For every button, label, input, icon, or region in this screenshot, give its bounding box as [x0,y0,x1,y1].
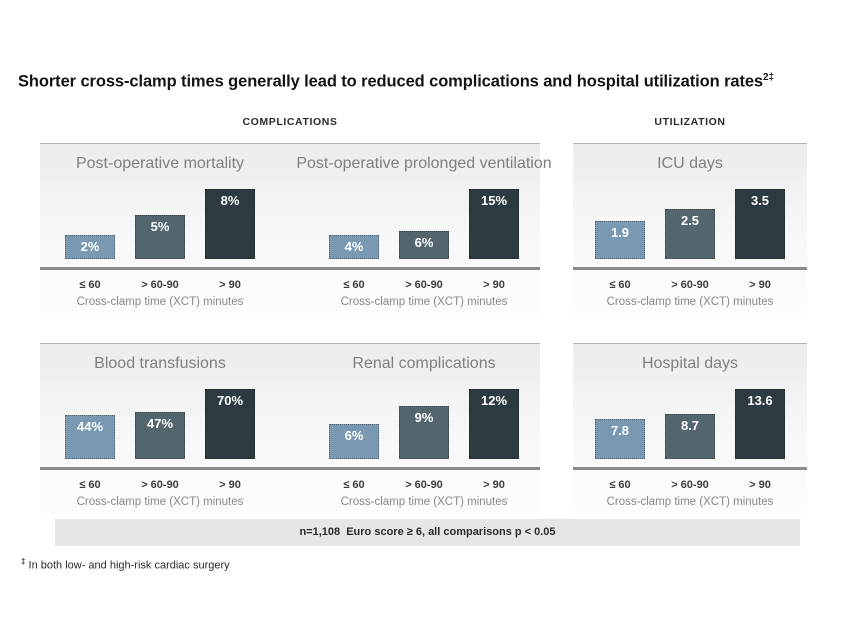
bar: 9% [399,406,449,459]
chart-title: Hospital days [641,355,739,372]
bar: 6% [399,231,449,259]
bar: 6% [329,424,379,459]
section-header-utilization: UTILIZATION [654,116,726,128]
chart-post-operative-mortality: Post-operative mortality 2% 5% 8% Cross-cl… [65,144,255,320]
tick-label: ≤ 60 [609,479,631,491]
bar: 4% [329,235,379,259]
page-title: Shorter cross-clamp times generally lead… [18,72,843,92]
panel-complications-row1: Post-operative mortality 2% 5% 8% Cross-cl… [40,143,552,320]
tick-label: ≤ 60 [343,479,365,491]
bar-value-label: 47% [146,416,174,431]
chart-icu-days: ICU days 1.9 2.5 3.5 Cross-clamp time (XCT… [595,144,785,320]
bar-value-label: 70% [216,393,244,408]
baseline-rule [573,267,807,270]
bar: 5% [135,215,185,259]
tick-label: > 90 [749,479,771,491]
bar-value-label: 8.7 [680,418,700,433]
bar: 3.5 [735,189,785,259]
bar: 47% [135,412,185,459]
tick-label: > 90 [749,279,771,291]
chart-blood-transfusions: Blood transfusions 44% 47% 70% Cross-clamp… [65,344,255,520]
bar: 2% [65,235,115,259]
tick-label: ≤ 60 [609,279,631,291]
bar-value-label: 44% [76,419,104,434]
bar-value-label: 2.5 [680,213,700,228]
tick-label: > 90 [483,279,505,291]
panel-utilization-row2: Hospital days 7.8 8.7 13.6 Cross-clamp tim… [573,343,807,520]
chart-post-operative-prolonged-ventilation: Post-operative prolonged ventilation 4% 6… [296,144,551,320]
bar-value-label: 6% [414,235,434,250]
chart-title: ICU days [657,155,723,172]
bar-value-label: 12% [480,393,508,408]
bar: 8% [205,189,255,259]
axis-caption: Cross-clamp time (XCT) minutes [76,496,244,508]
tick-label: > 90 [219,479,241,491]
panel-complications-row2: Blood transfusions 44% 47% 70% Cross-clamp… [40,343,540,520]
page-title-text: Shorter cross-clamp times generally lead… [18,72,764,91]
bar-value-label: 9% [414,410,434,425]
bar: 8.7 [665,414,715,459]
bar-value-label: 5% [150,219,170,234]
bar-value-label: 6% [344,428,364,443]
section-header-complications: COMPLICATIONS [242,116,338,128]
page-title-superscript: 2‡ [763,72,774,84]
bar: 2.5 [665,209,715,259]
bar: 15% [469,189,519,259]
footnote-symbol: ‡ [21,557,26,566]
axis-caption: Cross-clamp time (XCT) minutes [340,296,508,308]
bar: 7.8 [595,419,645,459]
tick-label: > 60-90 [141,479,179,491]
chart-hospital-days: Hospital days 7.8 8.7 13.6 Cross-clamp tim… [595,344,785,520]
tick-label: ≤ 60 [343,279,365,291]
bar: 1.9 [595,221,645,259]
study-note: n=1,108 Euro score ≥ 6, all comparisons … [299,526,556,538]
bar-value-label: 3.5 [750,193,770,208]
bar-value-label: 15% [480,193,508,208]
chart-title: Blood transfusions [94,355,226,372]
bar-value-label: 13.6 [747,393,773,408]
chart-renal-complications: Renal complications 6% 9% 12% Cross-clamp … [329,344,519,520]
tick-label: > 90 [483,479,505,491]
bar-value-label: 7.8 [610,423,630,438]
bar-value-label: 8% [220,193,240,208]
axis-caption: Cross-clamp time (XCT) minutes [606,296,774,308]
baseline-rule [40,267,540,270]
bar: 13.6 [735,389,785,459]
tick-label: > 60-90 [405,279,443,291]
bar-value-label: 1.9 [610,225,630,240]
tick-label: ≤ 60 [79,279,101,291]
tick-label: > 60-90 [405,479,443,491]
chart-title: Renal complications [352,355,496,372]
bar: 12% [469,389,519,459]
axis-caption: Cross-clamp time (XCT) minutes [340,496,508,508]
chart-title: Post-operative prolonged ventilation [296,155,552,172]
tick-label: > 60-90 [141,279,179,291]
bar: 70% [205,389,255,459]
tick-label: ≤ 60 [79,479,101,491]
footnote: ‡ In both low- and high-risk cardiac sur… [21,557,230,572]
tick-label: > 60-90 [671,279,709,291]
chart-title: Post-operative mortality [75,155,245,172]
bar-value-label: 4% [344,239,364,254]
panel-utilization-row1: ICU days 1.9 2.5 3.5 Cross-clamp time (XCT… [573,143,807,320]
footnote-text: In both low- and high-risk cardiac surge… [28,559,230,572]
tick-label: > 60-90 [671,479,709,491]
baseline-rule [573,467,807,470]
baseline-rule [40,467,540,470]
axis-caption: Cross-clamp time (XCT) minutes [76,296,244,308]
bar: 44% [65,415,115,459]
bar-value-label: 2% [80,239,100,254]
axis-caption: Cross-clamp time (XCT) minutes [606,496,774,508]
tick-label: > 90 [219,279,241,291]
footer-band: n=1,108 Euro score ≥ 6, all comparisons … [55,519,800,546]
